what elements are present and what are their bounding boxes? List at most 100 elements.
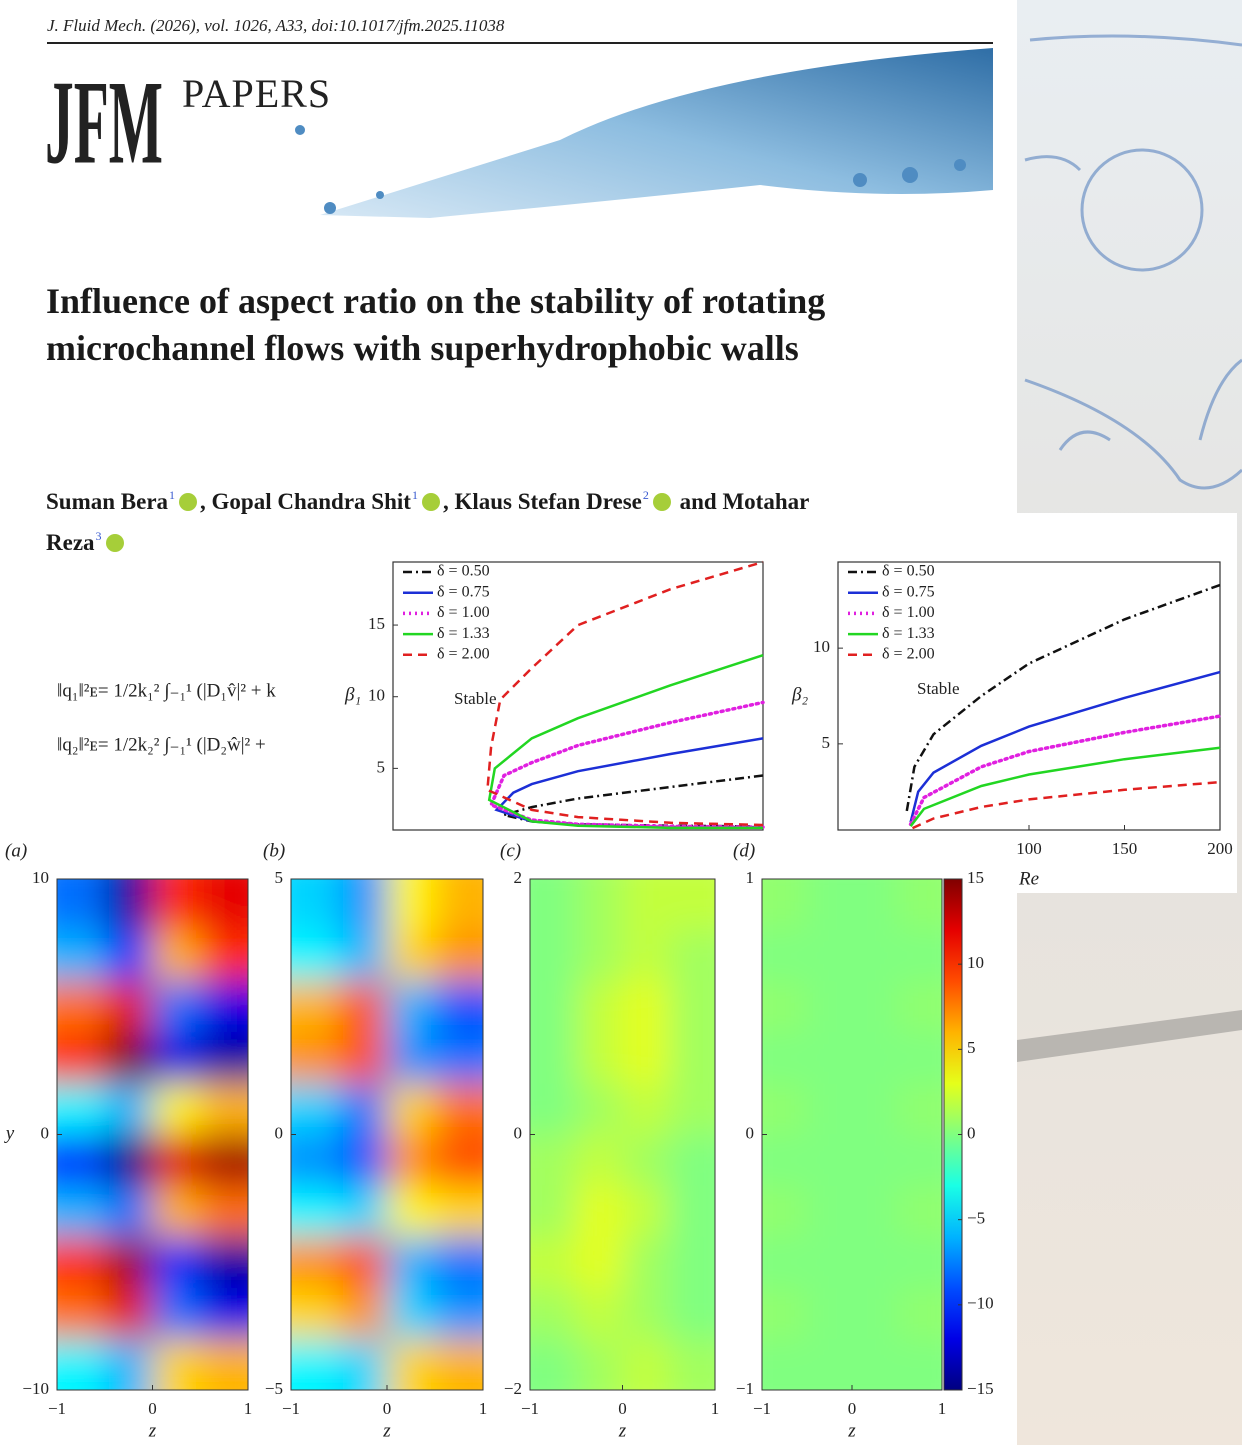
heatmap-cell [435, 879, 483, 931]
heatmap-cell [152, 879, 201, 931]
x-axis-label: z [148, 1420, 157, 1441]
heatmap-cell [104, 1287, 153, 1340]
heatmap-cell [622, 1338, 670, 1390]
heatmap-cell [104, 1083, 153, 1135]
x-tick-label: 0 [383, 1399, 392, 1418]
series-line [911, 780, 1221, 830]
y-tick-label: 2 [514, 868, 523, 887]
y-tick-label: 5 [822, 733, 831, 752]
heatmap-cell [200, 879, 248, 931]
heatmap-cell [668, 1338, 715, 1390]
heatmap-cell [668, 1032, 715, 1084]
heatmap-cell [576, 879, 623, 931]
series-line [909, 746, 1221, 827]
y-axis-label: β₂ [791, 684, 808, 705]
panel-label: (b) [263, 840, 285, 861]
heatmap-cell [897, 1134, 942, 1187]
heatmap-cell [104, 930, 153, 982]
journal-logo: JFM [45, 56, 163, 189]
y-tick-label: 10 [813, 637, 830, 656]
heatmap-cell [762, 1236, 808, 1289]
author-conjunction: and [679, 489, 717, 514]
heatmap-cell [200, 1236, 248, 1289]
heatmap-cell [291, 1287, 340, 1340]
heatmap-cell [291, 1338, 340, 1390]
heatmap-cell [387, 879, 436, 931]
heatmap-cell [435, 930, 483, 982]
colorbar-tick-label: −15 [967, 1379, 994, 1398]
heatmap-cell [152, 1083, 201, 1135]
heatmap-cell [387, 1185, 436, 1238]
heatmap-cell [339, 1338, 388, 1390]
heatmap-cell [897, 879, 942, 931]
x-tick-label: −1 [48, 1399, 66, 1418]
legend-label: δ = 1.00 [437, 604, 490, 621]
x-tick-label: 1 [938, 1399, 947, 1418]
heatmap-cell [57, 1236, 106, 1289]
heatmap-cell [622, 879, 670, 931]
heatmap-cell [435, 1287, 483, 1340]
heatmap-cell [762, 981, 808, 1033]
heatmap [530, 879, 715, 1390]
annotation: Stable [454, 689, 497, 708]
colorbar-tick-label: 5 [967, 1038, 976, 1057]
heatmap-cell [152, 1185, 201, 1238]
x-tick-label: 150 [1112, 839, 1138, 858]
y-tick-label: 1 [746, 868, 755, 887]
heatmap-cell [576, 1032, 623, 1084]
legend-label: δ = 0.50 [882, 563, 935, 580]
equation: ‖q₂‖²ᴇ= 1/2k₂² ∫₋₁¹ (|D₂ŵ|² + [57, 734, 266, 756]
paper-title: Influence of aspect ratio on the stabili… [46, 281, 826, 368]
y-tick-label: −5 [265, 1379, 283, 1398]
heatmap-cell [339, 930, 388, 982]
x-tick-label: 0 [148, 1399, 157, 1418]
heatmap-cell [807, 930, 853, 982]
author-name: Klaus Stefan Drese [454, 489, 642, 514]
series-line [494, 737, 764, 829]
heatmap-cell [622, 1032, 670, 1084]
y-tick-label: 5 [377, 757, 386, 776]
heatmap-cell [57, 930, 106, 982]
heatmap-cell [762, 879, 808, 931]
heatmap-cell [152, 930, 201, 982]
legend-label: δ = 1.33 [437, 625, 490, 642]
y-tick-label: −2 [504, 1379, 522, 1398]
heatmap-cell [291, 1032, 340, 1084]
legend-label: δ = 0.75 [882, 583, 935, 600]
heatmap-cell [435, 1134, 483, 1187]
heatmap-cell [387, 1338, 436, 1390]
affiliation-mark: 1 [411, 488, 418, 502]
orcid-icon [652, 493, 671, 511]
heatmap-cell [104, 981, 153, 1033]
x-tick-label: −1 [521, 1399, 539, 1418]
heatmap-field [291, 879, 483, 1390]
author-name: Motahar Reza [46, 489, 809, 555]
heatmap-cell [576, 1236, 623, 1289]
heatmap-cell [576, 1134, 623, 1187]
legend-label: δ = 2.00 [882, 645, 935, 662]
heatmap-cell [291, 1083, 340, 1135]
heatmap-field [530, 879, 715, 1390]
splash-image [320, 48, 993, 218]
heatmap-cell [387, 981, 436, 1033]
x-tick-label: 1 [244, 1399, 253, 1418]
whiteboard-drawing [1024, 34, 1242, 490]
y-tick-label: 10 [368, 686, 385, 705]
heatmap-cell [622, 930, 670, 982]
orcid-icon [105, 534, 124, 552]
orcid-icon [179, 493, 198, 511]
heatmap-cell [200, 1287, 248, 1340]
heatmap-cell [291, 879, 340, 931]
series-line [908, 714, 1222, 827]
heatmap-cell [104, 1338, 153, 1390]
heatmap-cell [104, 879, 153, 931]
heatmap-cell [807, 1032, 853, 1084]
heatmap-cell [530, 1338, 577, 1390]
heatmap-cell [530, 1287, 577, 1340]
heatmap-cell [897, 1032, 942, 1084]
heatmap-cell [152, 1032, 201, 1084]
heatmap-cell [852, 1083, 898, 1135]
heatmap-cell [762, 1032, 808, 1084]
splash-drops [295, 125, 966, 214]
x-tick-label: 200 [1207, 839, 1233, 858]
